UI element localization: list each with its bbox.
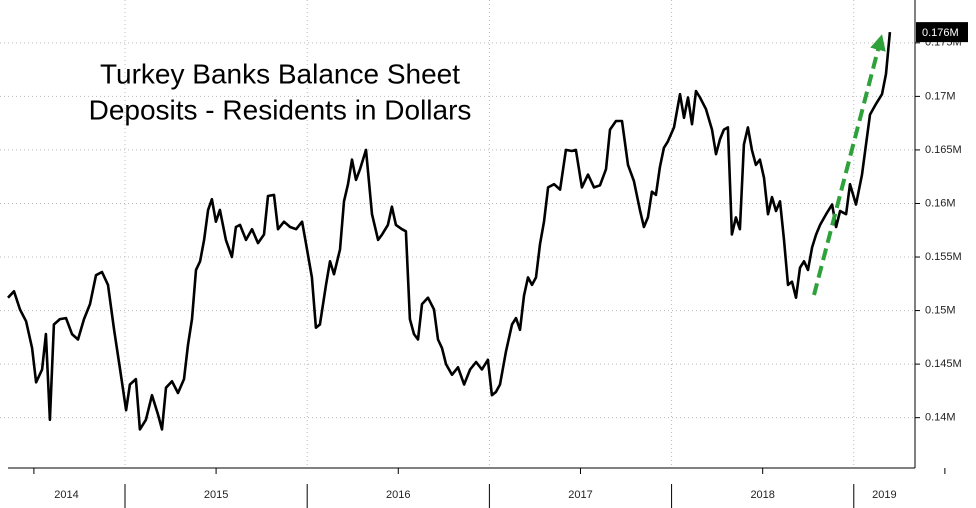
y-tick-label: 0.17M xyxy=(925,90,956,102)
last-value-label: 0.176M xyxy=(922,27,959,39)
chart-title: Turkey Banks Balance Sheet xyxy=(100,58,460,89)
y-tick-label: 0.15M xyxy=(925,304,956,316)
y-tick-label: 0.155M xyxy=(925,251,962,263)
last-value-box xyxy=(916,22,968,43)
x-tick-label: 2017 xyxy=(568,489,592,501)
y-tick-label: 0.14M xyxy=(925,412,956,424)
x-tick-label: 2019 xyxy=(872,489,896,501)
trend-arrow xyxy=(812,34,886,296)
x-tick-label: 2015 xyxy=(204,489,228,501)
chart-title: Deposits - Residents in Dollars xyxy=(89,94,472,125)
y-tick-label: 0.165M xyxy=(925,144,962,156)
x-tick-label: 2014 xyxy=(54,489,78,501)
grid xyxy=(0,0,915,468)
x-tick-label: 2016 xyxy=(386,489,410,501)
y-tick-label: 0.16M xyxy=(925,197,956,209)
data-line xyxy=(7,31,892,431)
x-tick-label: 2018 xyxy=(750,489,774,501)
y-tick-label: 0.145M xyxy=(925,358,962,370)
